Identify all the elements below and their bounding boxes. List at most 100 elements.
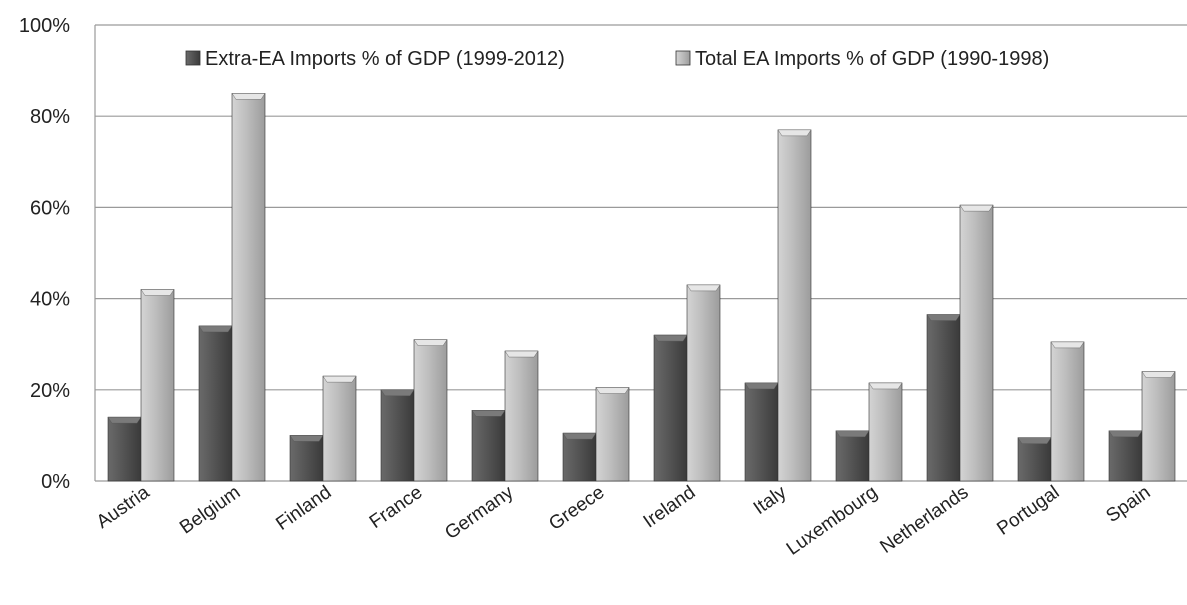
y-tick-label: 60% <box>30 197 70 219</box>
bar-body <box>1141 371 1176 482</box>
bar-ireland-series-1 <box>653 334 688 482</box>
bar-body <box>562 432 597 482</box>
y-tick-label: 0% <box>41 471 70 493</box>
bar-cap <box>1108 430 1143 438</box>
bar-body <box>653 334 688 482</box>
bar-body <box>686 284 721 482</box>
bar-netherlands-series-2 <box>959 204 994 482</box>
bar-body <box>926 314 961 482</box>
bar-spain-series-1 <box>1108 430 1143 482</box>
bar-body <box>1108 430 1143 482</box>
bar-portugal-series-1 <box>1017 437 1052 482</box>
bar-cap <box>835 430 870 438</box>
bar-body <box>1017 437 1052 482</box>
x-tick-label: Germany <box>441 482 517 544</box>
x-tick-label: Finland <box>272 482 335 535</box>
x-tick-label: Greece <box>545 482 608 535</box>
legend-swatch <box>185 50 201 66</box>
bar-body <box>322 375 357 482</box>
bar-body <box>380 389 415 482</box>
legend: Extra-EA Imports % of GDP (1999-2012) Tot… <box>185 48 1049 70</box>
bar-cap <box>289 435 324 442</box>
gridlines <box>94 24 1187 482</box>
bar-cap <box>777 129 812 137</box>
bar-body <box>504 350 539 482</box>
legend-swatch <box>675 50 691 66</box>
bar-cap <box>595 387 630 394</box>
bar-belgium-series-1 <box>198 325 233 482</box>
bar-cap <box>107 416 142 424</box>
bar-greece-series-1 <box>562 432 597 482</box>
legend-label: Total EA Imports % of GDP (1990-1998) <box>695 48 1049 70</box>
bar-body <box>231 93 266 482</box>
bar-luxembourg-series-2 <box>868 382 903 482</box>
bar-body <box>595 387 630 482</box>
bar-portugal-series-2 <box>1050 341 1085 482</box>
x-axis-labels: Austria Belgium Finland France Germany Greece… <box>93 482 1154 560</box>
bar-body <box>835 430 870 482</box>
bar-cap <box>1141 371 1176 378</box>
bar-spain-series-2 <box>1141 371 1176 482</box>
bar-cap <box>926 314 961 321</box>
bar-netherlands-series-1 <box>926 314 961 482</box>
bar-finland-series-2 <box>322 375 357 482</box>
bar-body <box>959 204 994 482</box>
bar-body <box>1050 341 1085 482</box>
bar-germany-series-1 <box>471 410 506 482</box>
bar-france-series-2 <box>413 339 448 482</box>
bar-france-series-1 <box>380 389 415 482</box>
bar-germany-series-2 <box>504 350 539 482</box>
bar-cap <box>686 284 721 292</box>
x-tick-label: Austria <box>93 482 154 533</box>
y-axis-ticks: 0% 20% 40% 60% 80% 100% <box>19 15 70 493</box>
bar-body <box>777 129 812 482</box>
bar-cap <box>198 325 233 333</box>
bar-italy-series-1 <box>744 382 779 482</box>
legend-item: Total EA Imports % of GDP (1990-1998) <box>675 48 1049 70</box>
bar-cap <box>231 93 266 100</box>
x-tick-label: Spain <box>1103 482 1155 527</box>
bar-ireland-series-2 <box>686 284 721 482</box>
bar-cap <box>504 350 539 358</box>
x-tick-label: Ireland <box>640 482 700 533</box>
x-tick-label: France <box>366 482 426 533</box>
bar-body <box>868 382 903 482</box>
x-tick-label: Netherlands <box>876 482 972 558</box>
y-tick-label: 20% <box>30 380 70 402</box>
bar-cap <box>380 389 415 396</box>
x-tick-label: Belgium <box>176 482 244 539</box>
bar-belgium-series-2 <box>231 93 266 482</box>
bar-body <box>744 382 779 482</box>
y-tick-label: 40% <box>30 289 70 311</box>
x-tick-label: Italy <box>750 482 791 519</box>
bar-greece-series-2 <box>595 387 630 482</box>
x-tick-label: Luxembourg <box>783 482 882 560</box>
bar-cap <box>653 334 688 342</box>
bar-finland-series-1 <box>289 435 324 482</box>
bar-austria-series-1 <box>107 416 142 482</box>
bars <box>107 93 1176 482</box>
legend-label: Extra-EA Imports % of GDP (1999-2012) <box>205 48 565 70</box>
bar-cap <box>959 204 994 212</box>
legend-item: Extra-EA Imports % of GDP (1999-2012) <box>185 48 565 70</box>
bar-body <box>471 410 506 482</box>
bar-cap <box>1050 341 1085 349</box>
bar-cap <box>140 289 175 296</box>
bar-cap <box>413 339 448 346</box>
bar-body <box>413 339 448 482</box>
bar-cap <box>744 382 779 390</box>
bar-body <box>289 435 324 482</box>
bar-austria-series-2 <box>140 289 175 482</box>
bar-luxembourg-series-1 <box>835 430 870 482</box>
bar-cap <box>1017 437 1052 444</box>
bar-body <box>107 416 142 482</box>
bar-cap <box>471 410 506 417</box>
bar-cap <box>868 382 903 390</box>
bar-italy-series-2 <box>777 129 812 482</box>
bar-body <box>140 289 175 482</box>
bar-body <box>198 325 233 482</box>
y-tick-label: 100% <box>19 15 70 37</box>
x-tick-label: Portugal <box>993 482 1063 540</box>
bar-cap <box>562 432 597 440</box>
